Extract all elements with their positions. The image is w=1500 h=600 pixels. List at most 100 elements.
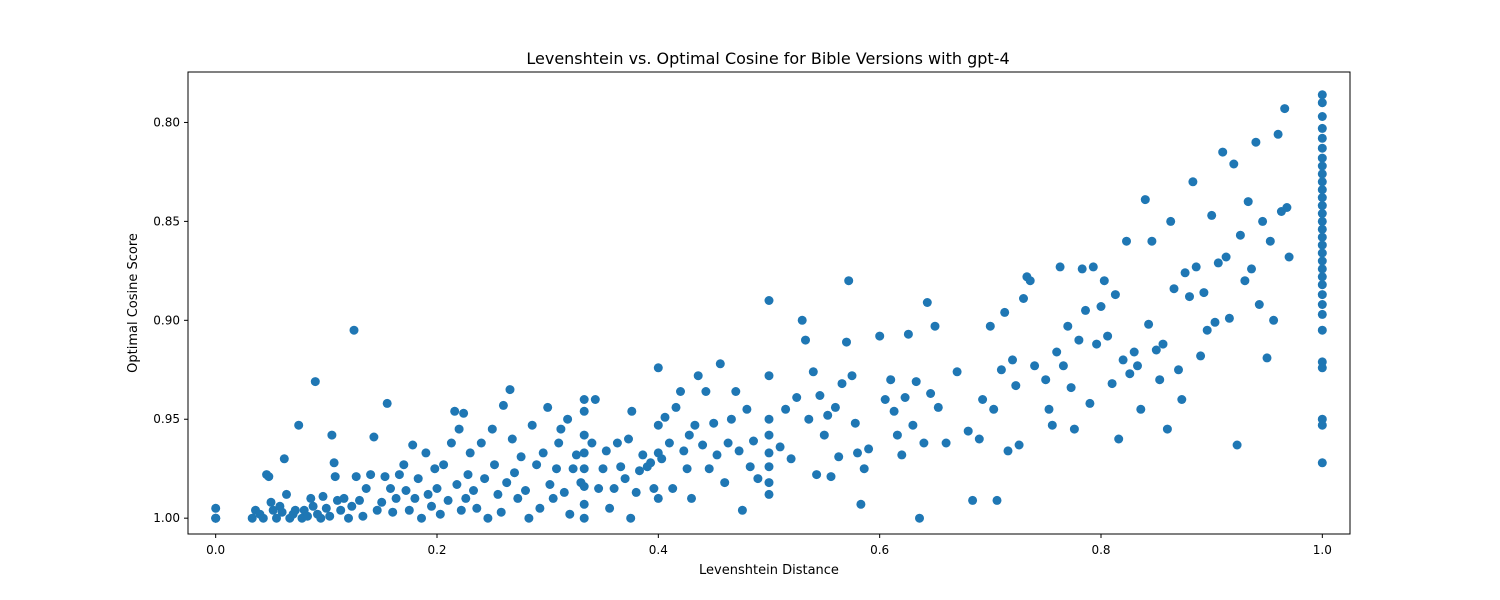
data-point <box>1011 381 1021 391</box>
data-point <box>624 434 633 444</box>
data-point <box>892 430 902 440</box>
data-point <box>715 359 725 369</box>
data-point <box>1317 209 1327 218</box>
data-point <box>1317 112 1327 121</box>
data-point <box>1008 355 1017 365</box>
data-point <box>556 424 566 434</box>
data-point <box>657 454 667 464</box>
data-point <box>974 434 984 444</box>
data-point <box>1280 104 1290 114</box>
data-point <box>1317 240 1327 250</box>
data-point <box>355 495 364 505</box>
data-point <box>1229 159 1239 169</box>
data-point <box>579 464 589 474</box>
y-axis-label: Optimal Cosine Score <box>126 233 141 373</box>
data-point <box>421 448 431 458</box>
data-point <box>579 499 589 509</box>
data-point <box>513 493 523 503</box>
data-point <box>1240 276 1250 286</box>
data-point <box>653 420 663 430</box>
data-point <box>635 466 644 476</box>
data-point <box>911 377 921 387</box>
data-point <box>303 511 312 521</box>
data-point <box>456 505 466 515</box>
data-point <box>1162 424 1172 434</box>
data-point <box>1069 424 1079 434</box>
data-point <box>1269 315 1279 325</box>
data-point <box>996 365 1006 375</box>
data-point <box>1077 264 1087 274</box>
chart-title: Levenshtein vs. Optimal Cosine for Bible… <box>526 49 1009 68</box>
data-point <box>1258 216 1268 226</box>
data-point <box>1158 339 1168 349</box>
data-point <box>915 513 924 523</box>
data-point <box>1284 252 1294 262</box>
data-point <box>318 491 328 501</box>
data-point <box>463 470 473 480</box>
data-point <box>568 464 578 474</box>
data-point <box>1317 248 1327 258</box>
data-point <box>933 402 943 412</box>
data-point <box>826 472 836 482</box>
data-point <box>1251 137 1261 147</box>
data-point <box>391 493 401 503</box>
data-point <box>417 513 426 523</box>
data-point <box>552 464 561 474</box>
data-point <box>461 493 471 503</box>
y-axis: 0.80 0.85 0.90 0.95 1.00 <box>153 115 188 525</box>
data-point <box>786 454 796 464</box>
data-point <box>1129 347 1139 357</box>
x-axis: 0.0 0.2 0.4 0.6 0.8 1.0 <box>206 534 1332 557</box>
data-point <box>1041 375 1051 385</box>
data-point <box>1014 440 1024 450</box>
data-point <box>605 503 615 513</box>
data-point <box>1317 420 1327 430</box>
x-axis-label: Levenshtein Distance <box>699 563 839 578</box>
data-point <box>764 448 774 458</box>
x-tick-label: 0.2 <box>427 543 446 557</box>
data-point <box>452 480 462 489</box>
data-point <box>1074 335 1084 345</box>
data-point <box>386 484 395 493</box>
data-point <box>682 464 692 474</box>
data-point <box>310 377 320 387</box>
data-point <box>339 493 349 503</box>
data-point <box>626 513 636 523</box>
data-point <box>1317 325 1327 335</box>
data-point <box>211 513 221 523</box>
data-point <box>1282 203 1292 212</box>
data-point <box>1144 319 1154 329</box>
data-point <box>401 486 411 495</box>
data-point <box>723 438 733 448</box>
data-point <box>372 505 382 515</box>
data-point <box>978 395 988 404</box>
data-point <box>282 489 291 499</box>
data-point <box>1265 236 1275 246</box>
data-point <box>919 438 929 448</box>
data-point <box>1317 90 1327 100</box>
data-point <box>290 505 300 515</box>
data-point <box>427 501 436 511</box>
data-point <box>527 420 537 430</box>
data-point <box>963 426 973 436</box>
data-point <box>294 420 304 430</box>
data-point <box>1151 345 1161 355</box>
data-point <box>505 385 515 395</box>
data-point <box>358 511 368 521</box>
data-point <box>1317 161 1327 171</box>
data-point <box>1199 288 1209 298</box>
data-point <box>726 414 736 424</box>
y-tick-label: 0.85 <box>153 214 180 228</box>
data-point <box>834 452 844 462</box>
data-point <box>875 331 885 341</box>
data-point <box>469 486 478 495</box>
data-point <box>609 484 619 493</box>
data-point <box>446 438 456 448</box>
data-point <box>1114 434 1124 444</box>
data-point <box>926 389 936 398</box>
data-point <box>850 418 860 428</box>
data-point <box>554 438 564 448</box>
data-point <box>804 414 814 424</box>
data-point <box>316 513 326 523</box>
